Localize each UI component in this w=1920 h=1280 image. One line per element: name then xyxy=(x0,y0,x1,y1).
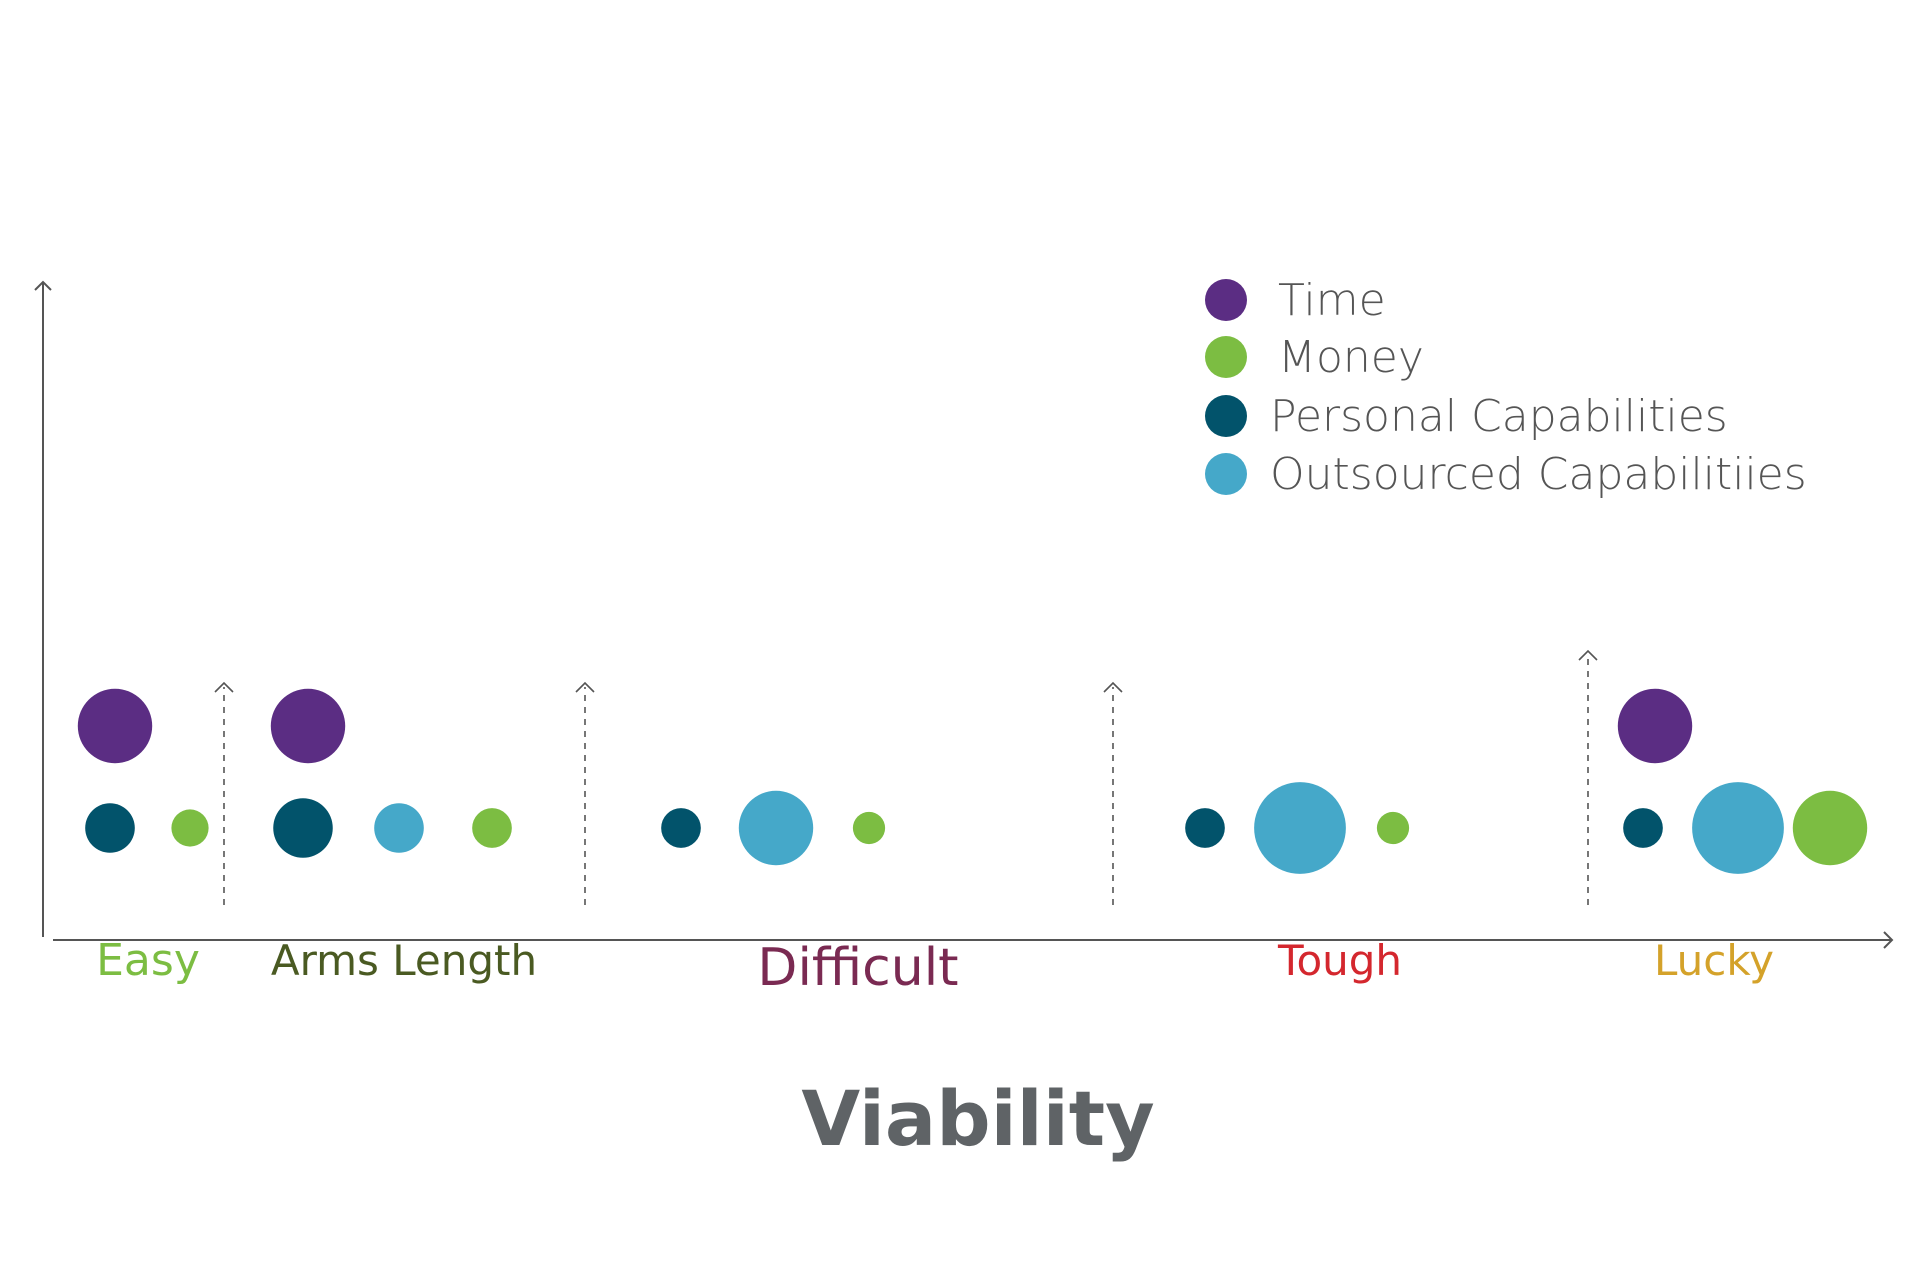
bubble-arms-length-money xyxy=(472,808,512,848)
legend-label-time: Time xyxy=(1278,275,1386,326)
bubble-difficult-personal-capabilities xyxy=(661,808,701,848)
category-label-lucky: Lucky xyxy=(1654,936,1774,985)
legend-label-personal-capabilities: Personal Capabilities xyxy=(1270,391,1728,442)
legend-marker-time xyxy=(1205,279,1247,321)
category-label-arms-length: Arms Length xyxy=(271,936,537,985)
bubble-tough-personal-capabilities xyxy=(1185,808,1225,848)
bubble-arms-length-outsourced-capabilitiies xyxy=(374,803,424,853)
category-labels: Easy Arms Length Difficult Tough Lucky xyxy=(96,935,1774,998)
category-label-easy: Easy xyxy=(96,935,200,986)
separator-arrowhead xyxy=(1103,681,1123,693)
bubble-layer xyxy=(77,688,1868,874)
legend-marker-outsourced-capabilitiies xyxy=(1205,453,1247,495)
separator-arrowhead xyxy=(214,681,234,693)
bubble-lucky-time xyxy=(1617,688,1693,764)
bubble-lucky-personal-capabilities xyxy=(1623,808,1663,848)
category-separators xyxy=(214,649,1598,905)
legend-label-money: Money xyxy=(1278,332,1424,383)
category-label-difficult: Difficult xyxy=(757,938,958,998)
separator-arrowhead xyxy=(1578,649,1598,661)
chart-title: Viability xyxy=(801,1074,1154,1163)
legend-marker-money xyxy=(1205,336,1247,378)
legend-label-outsourced-capabilitiies: Outsourced Capabilitiies xyxy=(1270,449,1807,500)
bubble-arms-length-time xyxy=(270,688,346,764)
bubble-difficult-money xyxy=(852,811,886,845)
bubble-tough-money xyxy=(1376,811,1410,845)
bubble-easy-personal-capabilities xyxy=(85,803,135,853)
legend-marker-personal-capabilities xyxy=(1205,395,1247,437)
bubble-difficult-outsourced-capabilitiies xyxy=(738,790,814,866)
legend: Time Money Personal Capabilities Outsourced… xyxy=(1205,275,1807,500)
bubble-easy-time xyxy=(77,688,153,764)
bubble-arms-length-personal-capabilities xyxy=(273,798,333,858)
bubble-lucky-outsourced-capabilitiies xyxy=(1692,782,1784,874)
bubble-easy-money xyxy=(171,809,209,847)
separator-arrowhead xyxy=(575,681,595,693)
bubble-lucky-money xyxy=(1792,790,1868,866)
category-label-tough: Tough xyxy=(1277,936,1402,985)
bubble-tough-outsourced-capabilitiies xyxy=(1254,782,1346,874)
